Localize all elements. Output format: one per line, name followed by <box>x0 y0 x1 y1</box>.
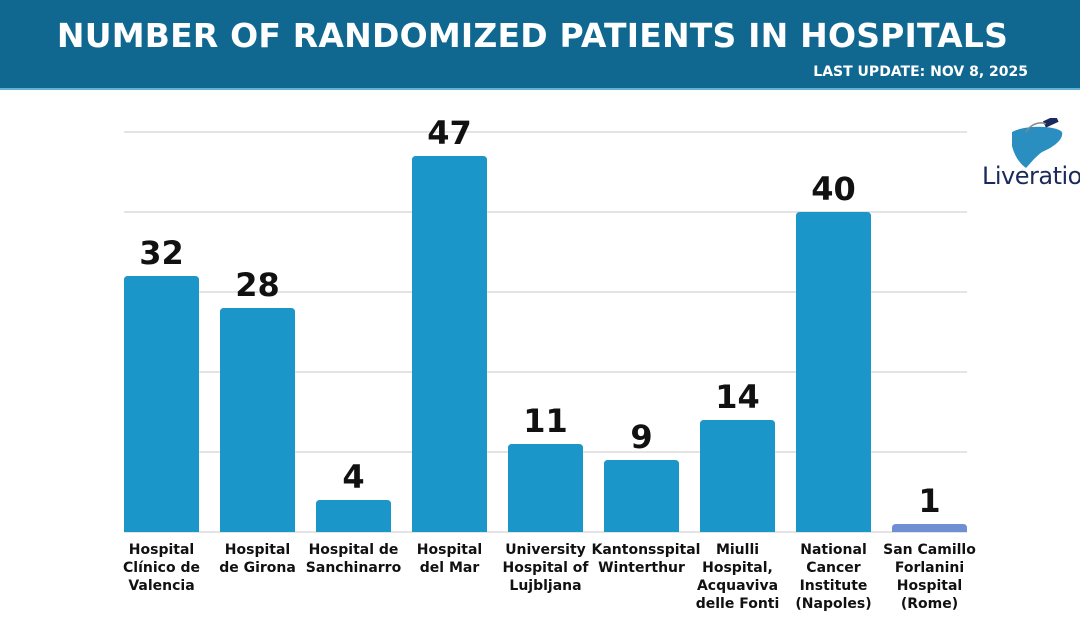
data-label: 4 <box>342 458 364 496</box>
category-label: Hospital de Girona <box>219 542 296 576</box>
liveratio-logo: Liveratio <box>982 115 1080 198</box>
category-label: National Cancer Institute (Napoles) <box>795 542 872 612</box>
bar <box>124 276 199 532</box>
bar <box>316 500 391 532</box>
bar <box>508 444 583 532</box>
logo-text: Liveratio <box>982 162 1080 190</box>
category-label: Miulli Hospital, Acquaviva delle Fonti <box>695 542 780 612</box>
data-label: 32 <box>139 234 184 272</box>
data-label: 47 <box>427 114 472 152</box>
liver-icon <box>1012 115 1063 168</box>
bar <box>700 420 775 532</box>
data-label: 28 <box>235 266 280 304</box>
data-label: 1 <box>918 482 940 520</box>
page-title: NUMBER OF RANDOMIZED PATIENTS IN HOSPITA… <box>56 16 1009 55</box>
header-banner: NUMBER OF RANDOMIZED PATIENTS IN HOSPITA… <box>0 0 1080 90</box>
data-label: 9 <box>630 418 652 456</box>
data-label: 11 <box>523 402 568 440</box>
category-label: Hospital Clínico de Valencia <box>123 542 200 594</box>
category-label: Hospital del Mar <box>416 542 483 576</box>
last-update-text: LAST UPDATE: NOV 8, 2025 <box>813 64 1028 80</box>
category-label: San Camillo Forlanini Hospital (Rome) <box>883 542 976 612</box>
bar <box>412 156 487 532</box>
category-label: Kantonsspital Winterthur <box>591 542 701 576</box>
category-label: Hospital de Sanchinarro <box>305 542 402 576</box>
bar <box>604 460 679 532</box>
data-label: 14 <box>715 378 760 416</box>
data-label: 40 <box>811 170 856 208</box>
bar <box>220 308 295 532</box>
bar <box>796 212 871 532</box>
bar <box>892 524 967 532</box>
category-label: University Hospital of Lujbljana <box>502 542 589 594</box>
